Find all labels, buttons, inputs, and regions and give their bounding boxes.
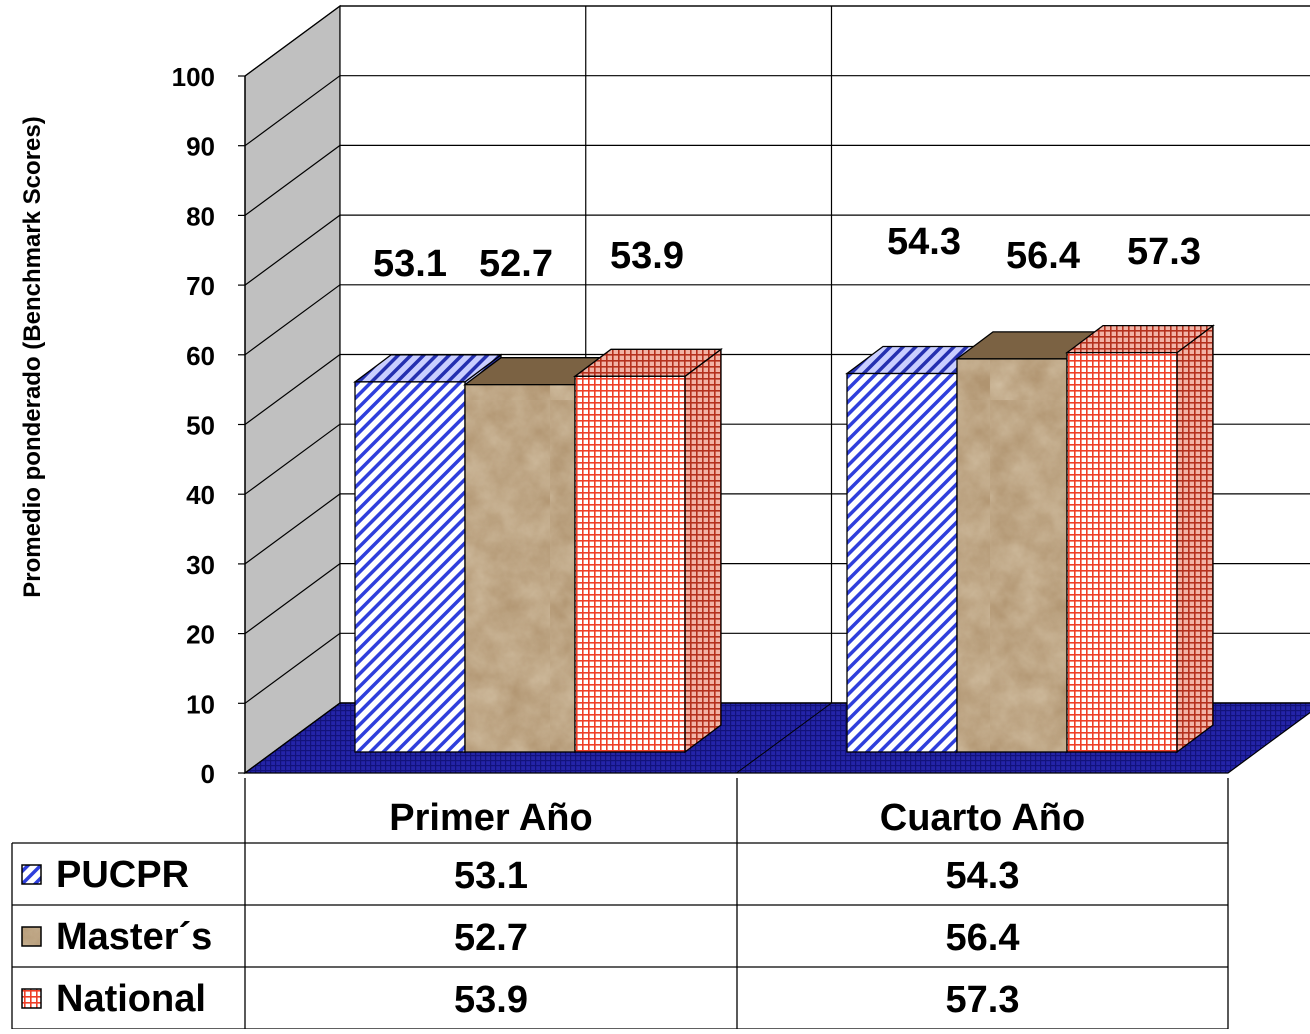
data-label: 56.4 (1006, 235, 1080, 277)
chart-bars (353, 324, 1215, 754)
legend-swatch (21, 926, 42, 947)
bar (354, 381, 466, 753)
bar (846, 372, 958, 753)
gridline-wall (244, 563, 341, 635)
y-tick-label: 0 (201, 759, 215, 789)
y-tick-label: 80 (186, 201, 215, 231)
y-tick-label: 40 (186, 480, 215, 510)
table-cell: 53.9 (454, 979, 528, 1021)
gridline-wall (244, 284, 341, 356)
data-label: 54.3 (887, 221, 961, 263)
gridline-wall (244, 5, 341, 77)
legend-label: National (56, 978, 206, 1020)
bar (464, 384, 576, 753)
data-label: 52.7 (479, 243, 553, 285)
gridline-wall (244, 702, 341, 774)
data-label: 57.3 (1127, 231, 1201, 273)
table-cell: 54.3 (946, 855, 1020, 897)
y-tick-label: 90 (186, 132, 215, 162)
table-cell: 52.7 (454, 917, 528, 959)
table-cell: 57.3 (946, 979, 1020, 1021)
legend-label: PUCPR (56, 854, 189, 896)
y-tick-label: 50 (186, 411, 215, 441)
gridline-wall (244, 423, 341, 495)
legend-swatch (21, 988, 42, 1009)
y-tick-label: 70 (186, 271, 215, 301)
y-tick-label: 60 (186, 341, 215, 371)
y-tick-label: 20 (186, 620, 215, 650)
table-header: Primer Año (389, 797, 592, 839)
gridline-wall (244, 214, 341, 286)
gridline-wall (244, 354, 341, 425)
table-cell: 56.4 (946, 917, 1020, 959)
gridline-wall (244, 493, 341, 565)
bar (1066, 351, 1178, 753)
legend-swatch (21, 864, 42, 885)
legend-label: Master´s (56, 916, 212, 958)
y-tick-label: 30 (186, 550, 215, 580)
y-tick-label: 10 (186, 689, 215, 719)
table-header: Cuarto Año (880, 797, 1085, 839)
data-label: 53.9 (610, 235, 684, 277)
chart-labels: 53.1 52.7 53.9 54.3 56.4 57.3 Promedio pondera… (19, 116, 1201, 597)
data-label: 53.1 (373, 243, 447, 285)
gridline-wall (244, 75, 341, 147)
bar (956, 358, 1068, 753)
gridline-wall (244, 632, 341, 704)
y-tick-label: 100 (172, 62, 215, 92)
bar (574, 375, 686, 753)
table-cell: 53.1 (454, 855, 528, 897)
floor-divider (736, 702, 832, 774)
bar-side (684, 348, 722, 754)
bar-side (1176, 324, 1214, 754)
gridline-wall (244, 144, 341, 216)
data-table: Primer Año Cuarto Año PUCPR 53.1 54.3 Master´… (11, 778, 1229, 1030)
y-axis-title: Promedio ponderado (Benchmark Scores) (19, 116, 46, 597)
